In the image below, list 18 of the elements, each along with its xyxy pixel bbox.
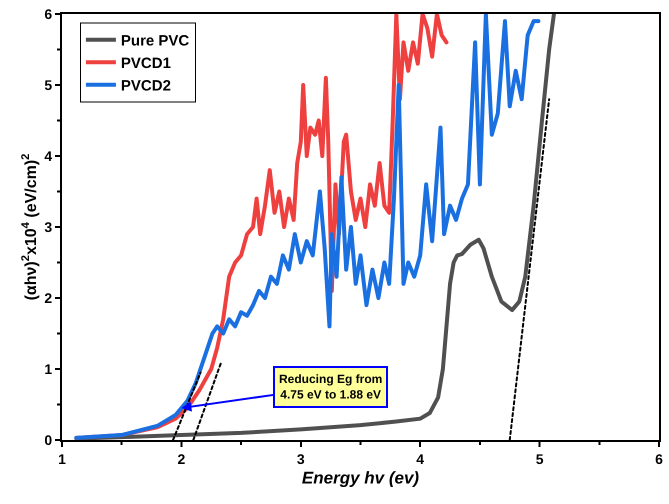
y-tick-label: 4 — [44, 148, 52, 164]
x-axis-title: Energy hv (ev) — [302, 468, 420, 488]
x-tick-label: 3 — [296, 450, 305, 467]
y-tick-label: 0 — [44, 432, 52, 448]
y-tick-label: 6 — [44, 6, 52, 22]
legend-label: PVCD1 — [120, 55, 171, 72]
annotation: Reducing Eg from 4.75 eV to 1.88 eV — [279, 372, 382, 402]
legend-label: PVCD2 — [120, 78, 171, 95]
y-tick-label: 5 — [44, 76, 52, 93]
y-tick-label: 1 — [44, 360, 52, 377]
x-tick-label: 4 — [416, 450, 424, 467]
legend-label: Pure PVC — [120, 32, 190, 50]
x-tick-label: 1 — [58, 450, 66, 467]
y-tick-label: 3 — [44, 218, 52, 235]
y-tick-label: 2 — [44, 290, 52, 306]
x-tick-label: 6 — [655, 450, 664, 467]
x-tick-label: 5 — [536, 450, 544, 467]
x-tick-label: 2 — [178, 450, 186, 467]
